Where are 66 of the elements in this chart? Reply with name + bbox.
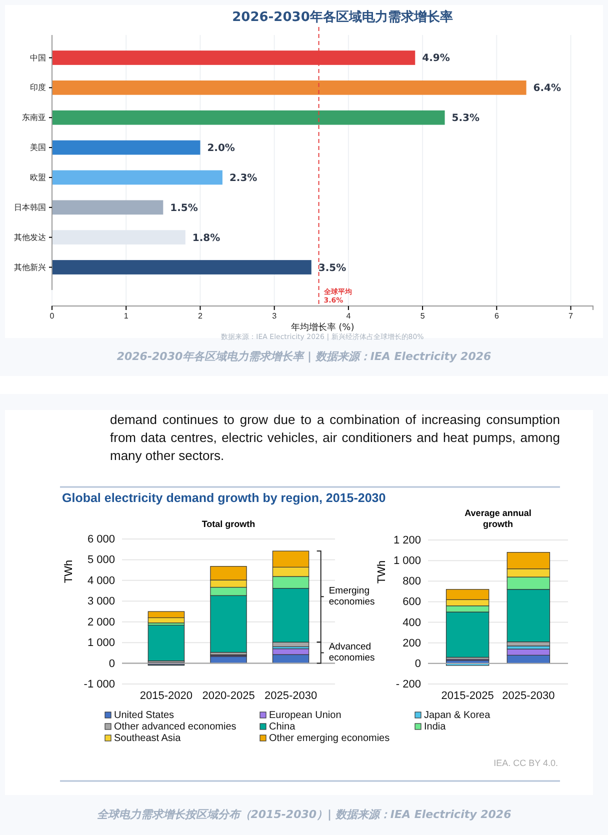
y-tick-label: 其他发达 (14, 232, 46, 242)
legend-label: Japan & Korea (424, 710, 491, 721)
x-tick-label: 2020-2025 (202, 690, 255, 702)
y-tick-label: 6 000 (87, 534, 115, 546)
text: 全球电力需求增长按区域分布（2015-2030）| 数据来源：IEA Electricity 2026 (96, 808, 512, 821)
chart-title: Average annual growth (464, 508, 532, 529)
x-tick-label: 0 (50, 312, 55, 321)
x-tick-label: 2 (198, 312, 203, 321)
data-label: 5.3% (452, 113, 480, 124)
data-label: 1.5% (170, 202, 198, 214)
chart-title: 2026-2030年各区域电力需求增长率 (232, 9, 453, 25)
x-tick-label: 2025-2030 (502, 690, 555, 702)
y-tick-label: 日本韩国 (14, 202, 46, 212)
x-axis-title: 年均增长率 (%) (290, 322, 354, 333)
legend-label: India (424, 722, 446, 732)
y-axis-title: TWh (376, 560, 388, 584)
chart-subtitle: Total growth (202, 519, 256, 529)
y-tick-label: 800 (402, 576, 421, 588)
y-tick-label: 2 000 (87, 616, 115, 628)
y-tick-label: 美国 (30, 143, 46, 152)
legend-label: United States (114, 710, 174, 721)
y-tick-label: 印度 (30, 83, 46, 92)
y-tick-label: 400 (402, 616, 421, 629)
y-tick-label: 200 (402, 637, 421, 650)
text: demand continues to grow due to a combination of increasing consumption from data centres, electric vehicles, air conditioners and heat pumps, among many other sectors. (110, 411, 560, 465)
annotation: Emerging economies (328, 586, 376, 608)
data-label: 2.0% (207, 143, 235, 154)
y-tick-label: 中国 (30, 53, 46, 62)
data-label: 2.3% (229, 172, 258, 184)
y-tick-label: 1 000 (393, 555, 421, 568)
legend-label: China (269, 722, 296, 732)
legend-label: European Union (269, 710, 342, 721)
x-tick-label: 3 (272, 312, 278, 321)
x-tick-label: 7 (568, 312, 574, 321)
y-tick-label: - 200 (396, 678, 421, 691)
y-tick-label: 1 200 (393, 534, 421, 547)
y-tick-label: 其他新兴 (14, 262, 46, 272)
y-tick-label: 5 000 (87, 554, 115, 566)
legend-label: Southeast Asia (114, 733, 182, 744)
text: 2026-2030年各区域电力需求增长率 | 数据来源：IEA Electricity 2026 (116, 350, 492, 363)
y-tick-label: -1 000 (84, 678, 115, 691)
y-tick-label: 0 (414, 658, 421, 670)
x-tick-label: 6 (494, 312, 500, 321)
data-label: 4.9% (422, 53, 450, 64)
data-label: 6.4% (533, 83, 562, 94)
data-label: 3.5% (318, 262, 346, 274)
legend-label: Other emerging economies (269, 733, 390, 744)
x-tick-label: 1 (124, 312, 129, 321)
x-tick-label: 2025-2030 (264, 690, 318, 702)
x-tick-label: 2015-2025 (441, 690, 494, 702)
y-tick-label: 欧盟 (30, 173, 46, 182)
x-tick-label: 2015-2020 (140, 690, 193, 702)
chart-title: Global electricity demand growth by region, 2015-2030 (62, 491, 386, 505)
data-label: 1.8% (192, 232, 220, 244)
x-tick-label: 5 (420, 312, 426, 321)
x-tick-label: 4 (346, 312, 352, 321)
text: IEA. CC BY 4.0. (494, 758, 558, 768)
annotation: Advanced economies (328, 642, 376, 664)
y-axis-title: TWh (63, 560, 75, 584)
y-tick-label: 4 000 (87, 574, 115, 587)
y-tick-label: 1 000 (87, 637, 115, 650)
y-tick-label: 600 (402, 596, 421, 608)
y-tick-label: 东南亚 (22, 113, 46, 122)
y-tick-label: 3 000 (87, 596, 115, 608)
legend-label: Other advanced economies (114, 722, 236, 732)
y-tick-label: 0 (108, 658, 115, 670)
